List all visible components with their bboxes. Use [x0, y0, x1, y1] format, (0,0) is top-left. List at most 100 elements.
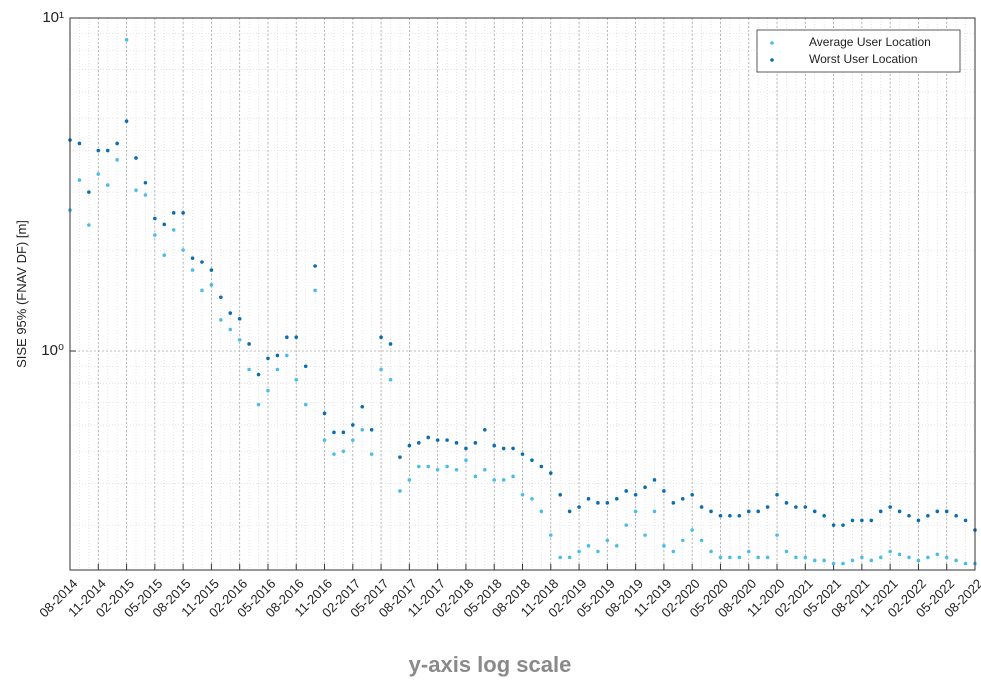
data-point: [671, 501, 676, 505]
data-point: [728, 555, 732, 560]
data-point: [473, 441, 478, 445]
data-point: [860, 518, 864, 523]
data-point: [501, 478, 506, 482]
data-point: [492, 443, 497, 448]
data-point: [388, 377, 393, 382]
data-point: [765, 555, 770, 560]
data-point: [454, 467, 459, 472]
data-point: [746, 509, 751, 514]
data-point: [699, 505, 704, 509]
data-point: [662, 544, 666, 548]
data-point: [115, 141, 119, 146]
data-point: [954, 558, 958, 563]
data-point: [624, 489, 628, 493]
data-point: [171, 211, 176, 215]
data-point: [379, 335, 383, 340]
data-point: [690, 528, 694, 532]
data-point: [737, 514, 742, 518]
data-point: [746, 549, 751, 554]
data-point: [105, 148, 110, 153]
data-point: [313, 288, 317, 293]
data-point: [633, 493, 638, 497]
data-point: [435, 438, 440, 442]
data-point: [313, 264, 317, 268]
data-point: [944, 509, 949, 514]
data-point: [963, 561, 968, 566]
data-point: [530, 496, 534, 501]
data-point: [341, 430, 346, 435]
data-point: [407, 443, 412, 448]
data-point: [596, 501, 600, 505]
data-point: [718, 555, 723, 560]
data-point: [162, 222, 167, 227]
data-point: [643, 533, 647, 537]
data-point: [539, 509, 544, 514]
data-point: [963, 518, 968, 523]
data-point: [200, 288, 204, 293]
data-point: [369, 427, 374, 432]
data-point: [369, 452, 374, 456]
data-point: [926, 555, 930, 560]
data-point: [209, 268, 214, 272]
data-point: [332, 452, 336, 456]
data-point: [134, 156, 138, 160]
caption: y-axis log scale: [409, 652, 572, 677]
data-point: [935, 509, 940, 514]
data-point: [285, 335, 289, 340]
data-point: [944, 555, 949, 560]
data-point: [916, 558, 921, 563]
data-point: [303, 402, 308, 407]
data-point: [124, 119, 129, 123]
data-point: [926, 514, 930, 518]
data-point: [520, 493, 525, 497]
data-point: [586, 496, 591, 501]
data-point: [96, 172, 101, 176]
legend-marker: [770, 58, 774, 62]
data-point: [916, 518, 921, 523]
data-point: [558, 493, 563, 497]
data-point: [501, 446, 506, 451]
data-point: [614, 544, 619, 548]
data-point: [888, 549, 892, 554]
data-point: [294, 377, 299, 382]
data-point: [794, 505, 798, 509]
data-point: [162, 253, 167, 257]
data-point: [850, 558, 855, 563]
data-point: [134, 188, 138, 193]
data-point: [473, 474, 478, 479]
data-point: [577, 549, 581, 554]
data-point: [775, 533, 779, 537]
data-point: [812, 509, 817, 514]
data-point: [426, 464, 431, 469]
legend-box: [756, 29, 961, 73]
data-point: [624, 523, 628, 527]
data-point: [143, 193, 148, 197]
data-point: [228, 327, 233, 332]
legend-label: Average User Location: [809, 35, 931, 49]
legend-marker: [770, 41, 774, 45]
data-point: [256, 402, 261, 407]
data-point: [539, 464, 544, 469]
data-point: [737, 555, 742, 560]
data-point: [228, 311, 233, 315]
data-point: [662, 489, 666, 493]
data-point: [237, 338, 242, 342]
data-point: [482, 427, 487, 432]
data-point: [219, 318, 223, 322]
data-point: [548, 471, 553, 475]
data-point: [784, 501, 789, 505]
data-point: [897, 552, 902, 557]
data-point: [699, 538, 704, 543]
data-point: [351, 438, 355, 442]
data-point: [869, 558, 874, 563]
data-point: [275, 353, 280, 358]
y-tick-label: 10⁰: [41, 342, 64, 359]
data-point: [124, 38, 129, 42]
data-point: [614, 496, 619, 501]
data-point: [266, 356, 270, 361]
data-point: [530, 458, 534, 463]
data-point: [756, 509, 760, 514]
data-point: [822, 558, 826, 563]
data-point: [652, 478, 657, 482]
data-point: [728, 514, 732, 518]
